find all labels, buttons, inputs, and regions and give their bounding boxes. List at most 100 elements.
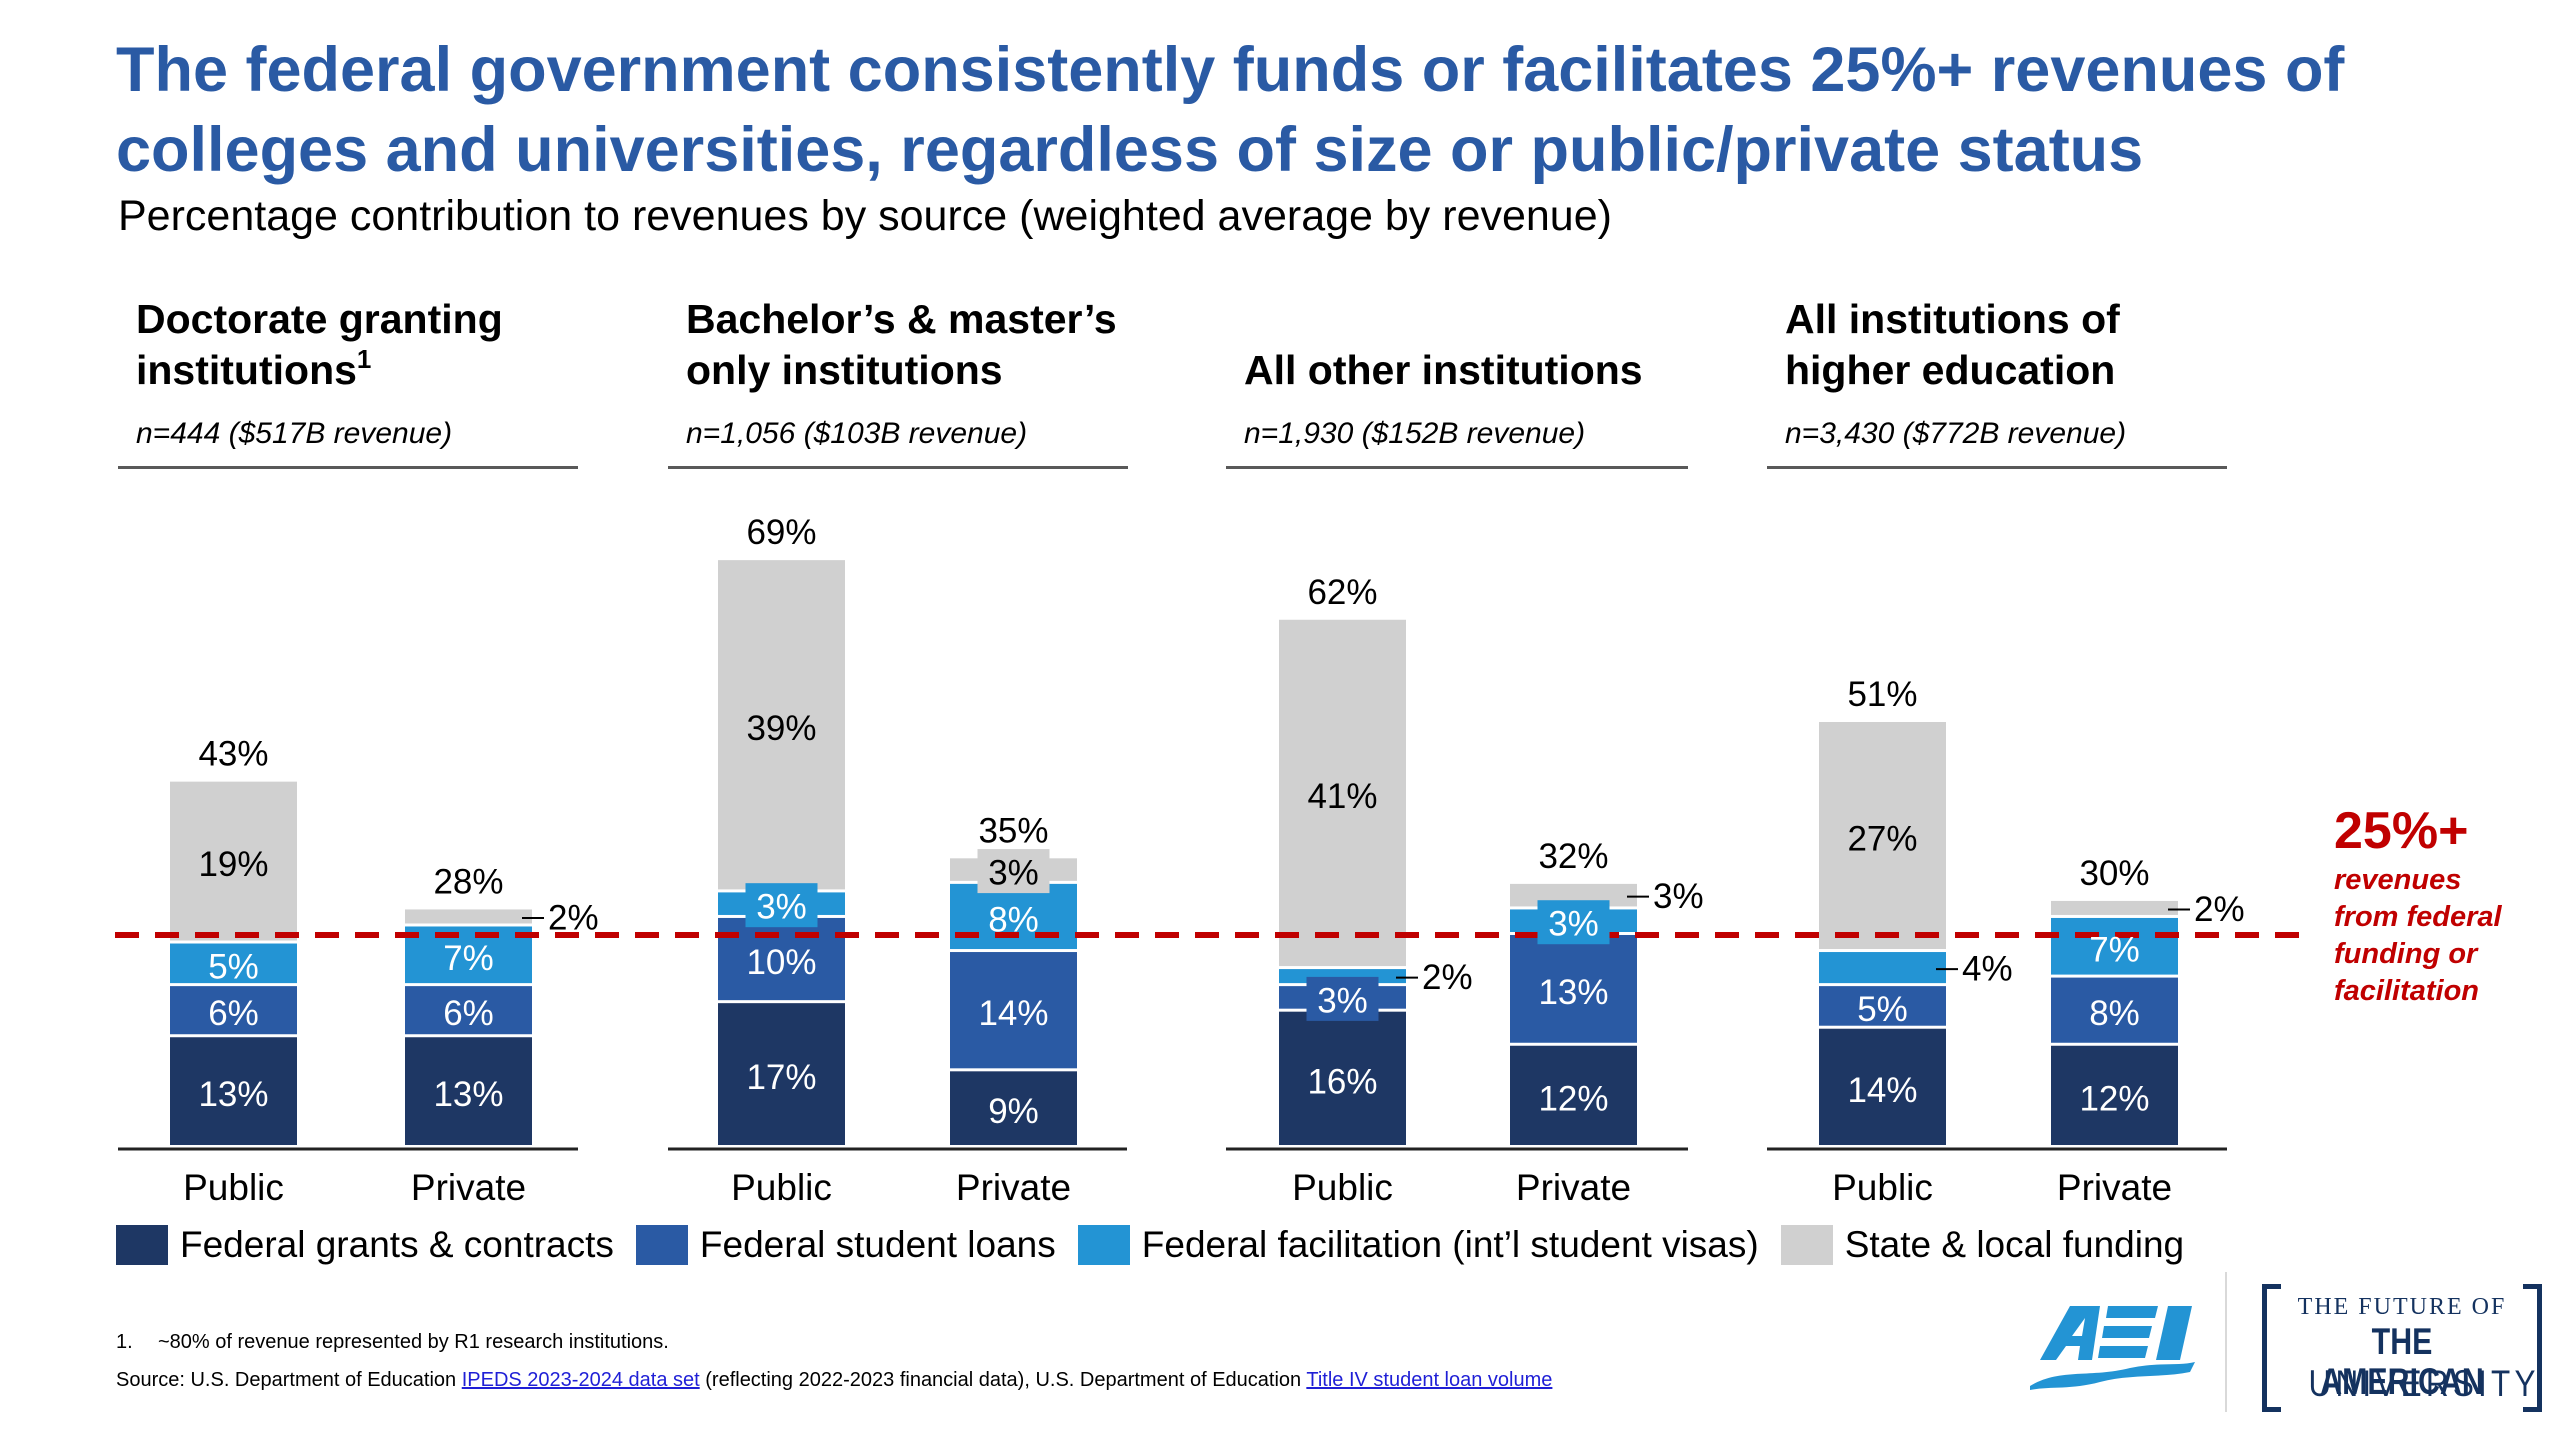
group-header-all-institutions: All institutions of higher education n=3… <box>1767 290 2227 469</box>
group-subtitle: n=1,930 ($152B revenue) <box>1244 417 1586 450</box>
threshold-line-3: funding or <box>2334 938 2478 970</box>
segment-label-background <box>745 883 818 928</box>
segment-label-background <box>1306 976 1379 1021</box>
footnote-number: 1. <box>116 1331 133 1353</box>
legend-swatch <box>1077 1225 1130 1265</box>
threshold-annotation: 25%+ revenues from federal funding or fa… <box>2334 800 2502 1010</box>
segment-value-label: 8% <box>2089 994 2140 1033</box>
group-subtitle: n=1,056 ($103B revenue) <box>686 417 1028 450</box>
legend-label: Federal grants & contracts <box>180 1224 614 1265</box>
segment-value-label: 7% <box>443 939 494 978</box>
legend-item-student-loans: Federal student loans <box>635 1222 1056 1268</box>
segment-value-label: 3% <box>1653 877 1704 916</box>
bar-total-label: 32% <box>1538 837 1608 876</box>
legend-swatch <box>635 1225 688 1265</box>
bar-total-label: 51% <box>1847 675 1917 714</box>
segment-value-label: 5% <box>208 947 259 986</box>
group-subtitle: n=444 ($517B revenue) <box>136 417 453 450</box>
logo-text-top: THE FUTURE OF <box>2297 1294 2507 1320</box>
segment-value-label: 2% <box>2194 890 2245 929</box>
segment-value-label: 14% <box>978 994 1048 1033</box>
category-label: Public <box>183 1167 284 1208</box>
bar-total-label: 35% <box>978 811 1048 850</box>
bar-segment <box>1279 619 1406 967</box>
bar-segment <box>718 560 845 890</box>
bar-segment <box>2051 1045 2178 1145</box>
bar-segment <box>170 943 297 984</box>
source-middle: (reflecting 2022-2023 financial data), U… <box>699 1369 1307 1391</box>
bar-segment <box>950 952 1077 1069</box>
bar-segment <box>1510 1045 1637 1145</box>
group-header-all-other: All other institutions n=1,930 ($152B re… <box>1226 290 1688 469</box>
source-prefix: Source: U.S. Department of Education <box>116 1369 462 1391</box>
legend-label: Federal facilitation (int’l student visa… <box>1141 1224 1759 1265</box>
legend-swatch <box>116 1225 168 1265</box>
category-label: Private <box>411 1167 526 1208</box>
logo-text-bottom: UNIVERSITY <box>2308 1363 2540 1404</box>
logo-divider <box>2225 1272 2227 1412</box>
footnote-marker: 1 <box>356 344 372 374</box>
segment-value-label: 13% <box>433 1075 503 1114</box>
category-label: Private <box>1516 1167 1631 1208</box>
threshold-value: 25%+ <box>2334 802 2469 860</box>
legend-swatch <box>1780 1225 1833 1265</box>
group-title: All other institutions <box>1244 347 1643 393</box>
segment-value-label: 9% <box>988 1092 1039 1131</box>
segment-value-label: 3% <box>1317 981 1368 1020</box>
footnote: 1. ~80% of revenue represented by R1 rese… <box>116 1328 669 1356</box>
bracket-right-icon <box>2523 1284 2542 1412</box>
segment-value-label: 8% <box>988 900 1039 939</box>
category-label: Public <box>1292 1167 1393 1208</box>
bar-segment <box>718 917 845 1001</box>
page-subtitle: Percentage contribution to revenues by s… <box>118 192 1612 240</box>
group-header-bachelors-masters: Bachelor’s & master’s only institutions … <box>668 290 1128 469</box>
future-of-american-university-logo: THE FUTURE OF THE AMERICAN UNIVERSITY <box>2262 1280 2542 1412</box>
bar-segment <box>950 1071 1077 1145</box>
legend-label: State & local funding <box>1844 1224 2185 1265</box>
segment-value-label: 4% <box>1962 950 2013 989</box>
bar-segment <box>405 1037 532 1145</box>
segment-value-label: 7% <box>2089 930 2140 969</box>
group-title-text: Doctorate granting institutions <box>136 296 503 393</box>
bar-segment <box>2051 900 2178 915</box>
segment-value-label: 12% <box>1538 1079 1608 1118</box>
bar-segment <box>405 986 532 1035</box>
segment-value-label: 16% <box>1307 1062 1377 1101</box>
aei-logo <box>2030 1306 2195 1390</box>
segment-value-label: 2% <box>1422 958 1473 997</box>
page-title: The federal government consistently fund… <box>116 35 2345 185</box>
bar-total-label: 28% <box>433 862 503 901</box>
category-label: Private <box>2057 1167 2172 1208</box>
bar-segment <box>2051 977 2178 1043</box>
segment-value-label: 14% <box>1847 1071 1917 1110</box>
segment-label-background <box>977 849 1050 894</box>
segment-value-label: 5% <box>1857 990 1908 1029</box>
bar-segment <box>170 781 297 941</box>
segment-value-label: 17% <box>746 1058 816 1097</box>
group-title: Bachelor’s & master’s only institutions <box>686 296 1117 393</box>
segment-value-label: 19% <box>198 845 268 884</box>
legend-item-federal-grants: Federal grants & contracts <box>116 1222 614 1268</box>
group-title: All institutions of higher education <box>1785 296 2120 393</box>
group-subtitle: n=3,430 ($772B revenue) <box>1785 417 2127 450</box>
bar-segment <box>1819 986 1946 1026</box>
bar-segment <box>1510 935 1637 1043</box>
source-note: Source: U.S. Department of Education IPE… <box>116 1366 1552 1394</box>
group-header-doctorate: Doctorate granting institutions1 n=444 (… <box>118 290 578 469</box>
bar-total-label: 62% <box>1307 573 1377 612</box>
footnote-text: ~80% of revenue represented by R1 resear… <box>158 1331 669 1353</box>
segment-value-label: 3% <box>988 854 1039 893</box>
bar-segment <box>405 909 532 924</box>
bar-segment <box>1819 722 1946 950</box>
bar-segment <box>1819 952 1946 984</box>
segment-value-label: 41% <box>1307 777 1377 816</box>
segment-label-background <box>1537 900 1610 945</box>
segment-value-label: 39% <box>746 709 816 748</box>
title-iv-loan-link[interactable]: Title IV student loan volume <box>1306 1369 1553 1391</box>
segment-value-label: 27% <box>1847 820 1917 859</box>
segment-value-label: 3% <box>1548 905 1599 944</box>
bracket-left-icon <box>2262 1284 2281 1412</box>
segment-value-label: 2% <box>548 898 599 937</box>
ipeds-data-link[interactable]: IPEDS 2023-2024 data set <box>461 1369 700 1391</box>
